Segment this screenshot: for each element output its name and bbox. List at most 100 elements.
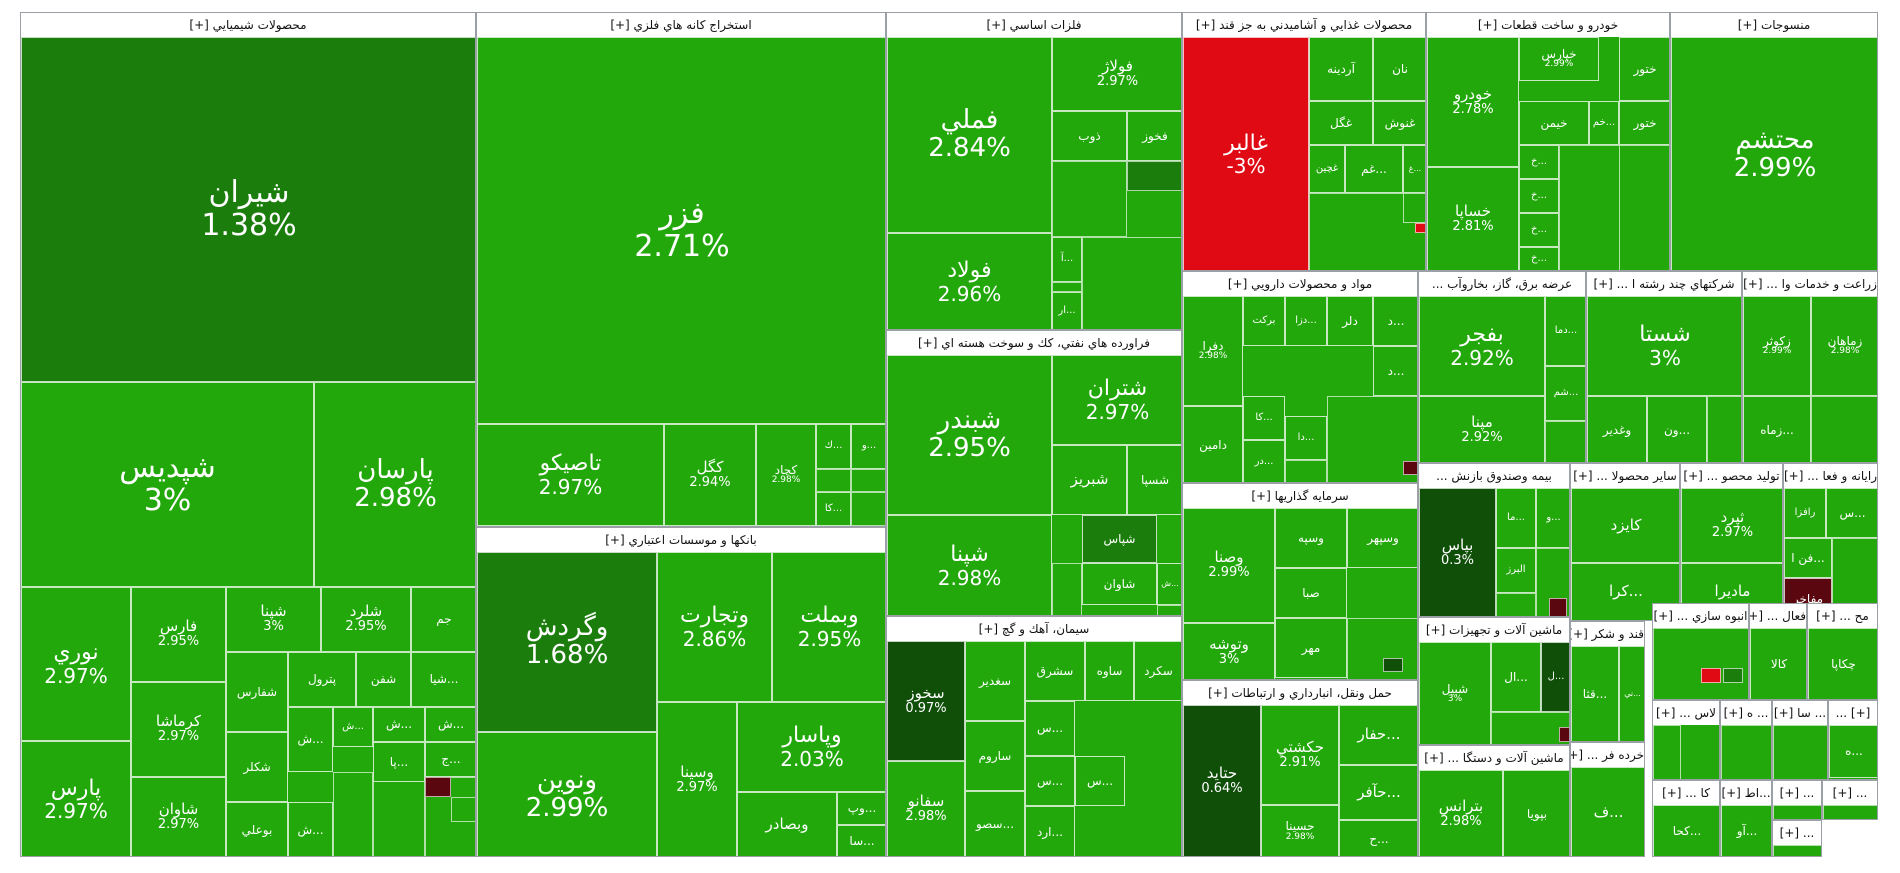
sector-title[interactable]: فراورده هاي نفتي، كك و سوخت هسته اي [+]: [887, 331, 1181, 355]
stock-tile[interactable]: ...ارد: [1025, 806, 1075, 856]
sector-title[interactable]: ... ه [+]: [1721, 701, 1771, 725]
stock-tile[interactable]: وپاسار 2.03%: [737, 702, 885, 792]
sector-title[interactable]: فلزات اساسي [+]: [887, 13, 1181, 37]
small-stock-tile[interactable]: [1545, 421, 1585, 462]
stock-tile[interactable]: كچاد 2.98%: [756, 424, 816, 526]
sector-title[interactable]: لاس ... [+]: [1653, 701, 1719, 725]
stock-tile[interactable]: شفارس: [226, 652, 288, 732]
stock-tile[interactable]: صبا: [1275, 568, 1347, 618]
stock-tile[interactable]: تاصيكو 2.97%: [477, 424, 664, 526]
stock-tile[interactable]: غچين: [1309, 145, 1345, 193]
stock-tile[interactable]: شپديس 3%: [21, 382, 314, 587]
sector-title[interactable]: محصولات شيميايي [+]: [21, 13, 475, 37]
small-stock-tile[interactable]: [816, 469, 851, 492]
sector-title[interactable]: سرمايه گذاريها [+]: [1183, 484, 1417, 508]
stock-tile[interactable]: ...كرا: [1571, 563, 1679, 620]
stock-tile[interactable]: ...ش: [1157, 563, 1181, 605]
stock-tile[interactable]: ...كحا: [1653, 805, 1719, 856]
stock-tile[interactable]: محتشم 2.99%: [1671, 37, 1877, 270]
stock-tile[interactable]: ...س: [1025, 756, 1075, 806]
sector-title[interactable]: مح ... [+]: [1808, 604, 1877, 628]
stock-tile[interactable]: ...غ: [1403, 145, 1425, 193]
stock-tile[interactable]: ...خم: [1589, 101, 1619, 145]
stock-tile[interactable]: ...شم: [1545, 366, 1585, 421]
stock-tile[interactable]: بپاس 0.3%: [1419, 488, 1496, 616]
stock-tile[interactable]: شاوان 2.97%: [131, 777, 226, 856]
stock-tile[interactable]: خيمن: [1519, 101, 1589, 145]
stock-tile[interactable]: شبريز: [1052, 445, 1127, 515]
stock-tile[interactable]: شستا 3%: [1587, 296, 1741, 396]
sector-title[interactable]: ... [+]: [1773, 821, 1821, 845]
stock-tile[interactable]: شپاس: [1082, 515, 1157, 563]
sector-title[interactable]: ساير محصولا ... [+]: [1571, 464, 1679, 488]
sector-title[interactable]: قند و شكر [+]: [1571, 622, 1644, 646]
small-stock-tile[interactable]: [1403, 193, 1425, 223]
sector-title[interactable]: خودرو و ساخت قطعات [+]: [1427, 13, 1669, 37]
stock-tile[interactable]: ...غم: [1345, 145, 1403, 193]
small-stock-tile[interactable]: [1619, 145, 1669, 270]
small-stock-tile[interactable]: [1701, 668, 1721, 683]
stock-tile[interactable]: ...ال: [1491, 642, 1541, 712]
stock-tile[interactable]: وتجارت 2.86%: [657, 552, 772, 702]
small-stock-tile[interactable]: [1496, 593, 1536, 616]
stock-tile[interactable]: مهر: [1275, 618, 1347, 678]
stock-tile[interactable]: سكرد: [1134, 641, 1181, 701]
stock-tile[interactable]: ...ش: [288, 802, 333, 856]
small-stock-tile[interactable]: [851, 492, 885, 526]
stock-tile[interactable]: ...خ: [1519, 213, 1559, 247]
stock-tile[interactable]: ...و: [851, 424, 885, 469]
sector-title[interactable]: زراعت و خدمات وا ... [+]: [1743, 272, 1877, 296]
stock-tile[interactable]: چكاپا: [1808, 628, 1877, 699]
stock-tile[interactable]: وسپهر: [1347, 508, 1417, 568]
stock-tile[interactable]: ...سا: [837, 825, 885, 856]
stock-tile[interactable]: ...خ: [1519, 145, 1559, 179]
small-stock-tile[interactable]: [1721, 725, 1771, 779]
stock-tile[interactable]: ...س: [1826, 488, 1877, 538]
stock-tile[interactable]: سفانو 2.98%: [887, 761, 965, 856]
small-stock-tile[interactable]: [1707, 396, 1741, 462]
stock-tile[interactable]: كايزد: [1571, 488, 1679, 563]
stock-tile[interactable]: ...ش: [373, 707, 425, 742]
stock-tile[interactable]: ...ح: [1339, 820, 1417, 856]
small-stock-tile[interactable]: [333, 772, 373, 856]
stock-tile[interactable]: ...خ: [1519, 179, 1559, 213]
sector-title[interactable]: ... [+]: [1823, 781, 1877, 805]
stock-tile[interactable]: خساپا 2.81%: [1427, 167, 1519, 270]
stock-tile[interactable]: ...دما: [1545, 296, 1585, 366]
stock-tile[interactable]: شسپا: [1127, 445, 1181, 515]
sector-title[interactable]: ...اط [+]: [1721, 781, 1771, 805]
stock-tile[interactable]: نان: [1373, 37, 1425, 101]
small-stock-tile[interactable]: [1415, 223, 1425, 233]
stock-tile[interactable]: خودرو 2.78%: [1427, 37, 1519, 167]
stock-tile[interactable]: شبيل 3%: [1419, 642, 1491, 744]
stock-tile[interactable]: ونوين 2.99%: [477, 732, 657, 856]
small-stock-tile[interactable]: [1383, 658, 1403, 672]
sector-title[interactable]: حمل ونقل، انبارداري و ارتباطات [+]: [1183, 681, 1417, 705]
stock-tile[interactable]: بفجر 2.92%: [1419, 296, 1545, 396]
sector-title[interactable]: رايانه و فعا ... [+]: [1784, 464, 1877, 488]
small-stock-tile[interactable]: [1723, 668, 1743, 683]
stock-tile[interactable]: ...شيا: [411, 652, 475, 707]
stock-tile[interactable]: شاوان: [1082, 563, 1157, 605]
small-stock-tile[interactable]: [1157, 605, 1181, 615]
sector-title[interactable]: محصولات غذايي و آشاميدني به جز قند [+]: [1183, 13, 1425, 37]
stock-tile[interactable]: ...قثا: [1571, 646, 1619, 741]
stock-tile[interactable]: ...آ: [1052, 237, 1082, 282]
small-stock-tile[interactable]: [1773, 805, 1821, 819]
sector-title[interactable]: ... سا [+]: [1773, 701, 1827, 725]
sector-title[interactable]: انبوه سازي ... [+]: [1653, 604, 1748, 628]
sector-title[interactable]: مواد و محصولات دارويي [+]: [1183, 272, 1417, 296]
stock-tile[interactable]: ...ل: [1541, 642, 1569, 712]
small-stock-tile[interactable]: [1285, 460, 1327, 482]
stock-tile[interactable]: ...ف: [1571, 767, 1644, 856]
small-stock-tile[interactable]: [1653, 628, 1748, 699]
stock-tile[interactable]: پارس 2.97%: [21, 741, 131, 856]
small-stock-tile[interactable]: [1403, 461, 1417, 475]
stock-tile[interactable]: شپنا 3%: [226, 587, 321, 652]
small-stock-tile[interactable]: [851, 469, 885, 492]
stock-tile[interactable]: فارس 2.95%: [131, 587, 226, 682]
sector-title[interactable]: توليد محصو ... [+]: [1681, 464, 1782, 488]
small-stock-tile[interactable]: [1052, 563, 1082, 615]
sector-title[interactable]: استخراج كانه هاي فلزي [+]: [477, 13, 885, 37]
small-stock-tile[interactable]: [451, 797, 475, 822]
